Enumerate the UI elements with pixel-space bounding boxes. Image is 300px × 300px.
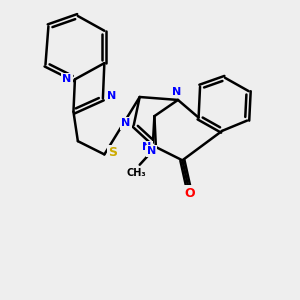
Text: N: N bbox=[142, 142, 152, 152]
Text: N: N bbox=[147, 146, 156, 156]
Text: N: N bbox=[172, 87, 181, 97]
Text: O: O bbox=[184, 187, 195, 200]
Text: N: N bbox=[121, 118, 130, 128]
Text: S: S bbox=[108, 146, 117, 159]
Text: N: N bbox=[62, 74, 71, 84]
Text: CH₃: CH₃ bbox=[127, 168, 147, 178]
Text: N: N bbox=[107, 91, 116, 101]
